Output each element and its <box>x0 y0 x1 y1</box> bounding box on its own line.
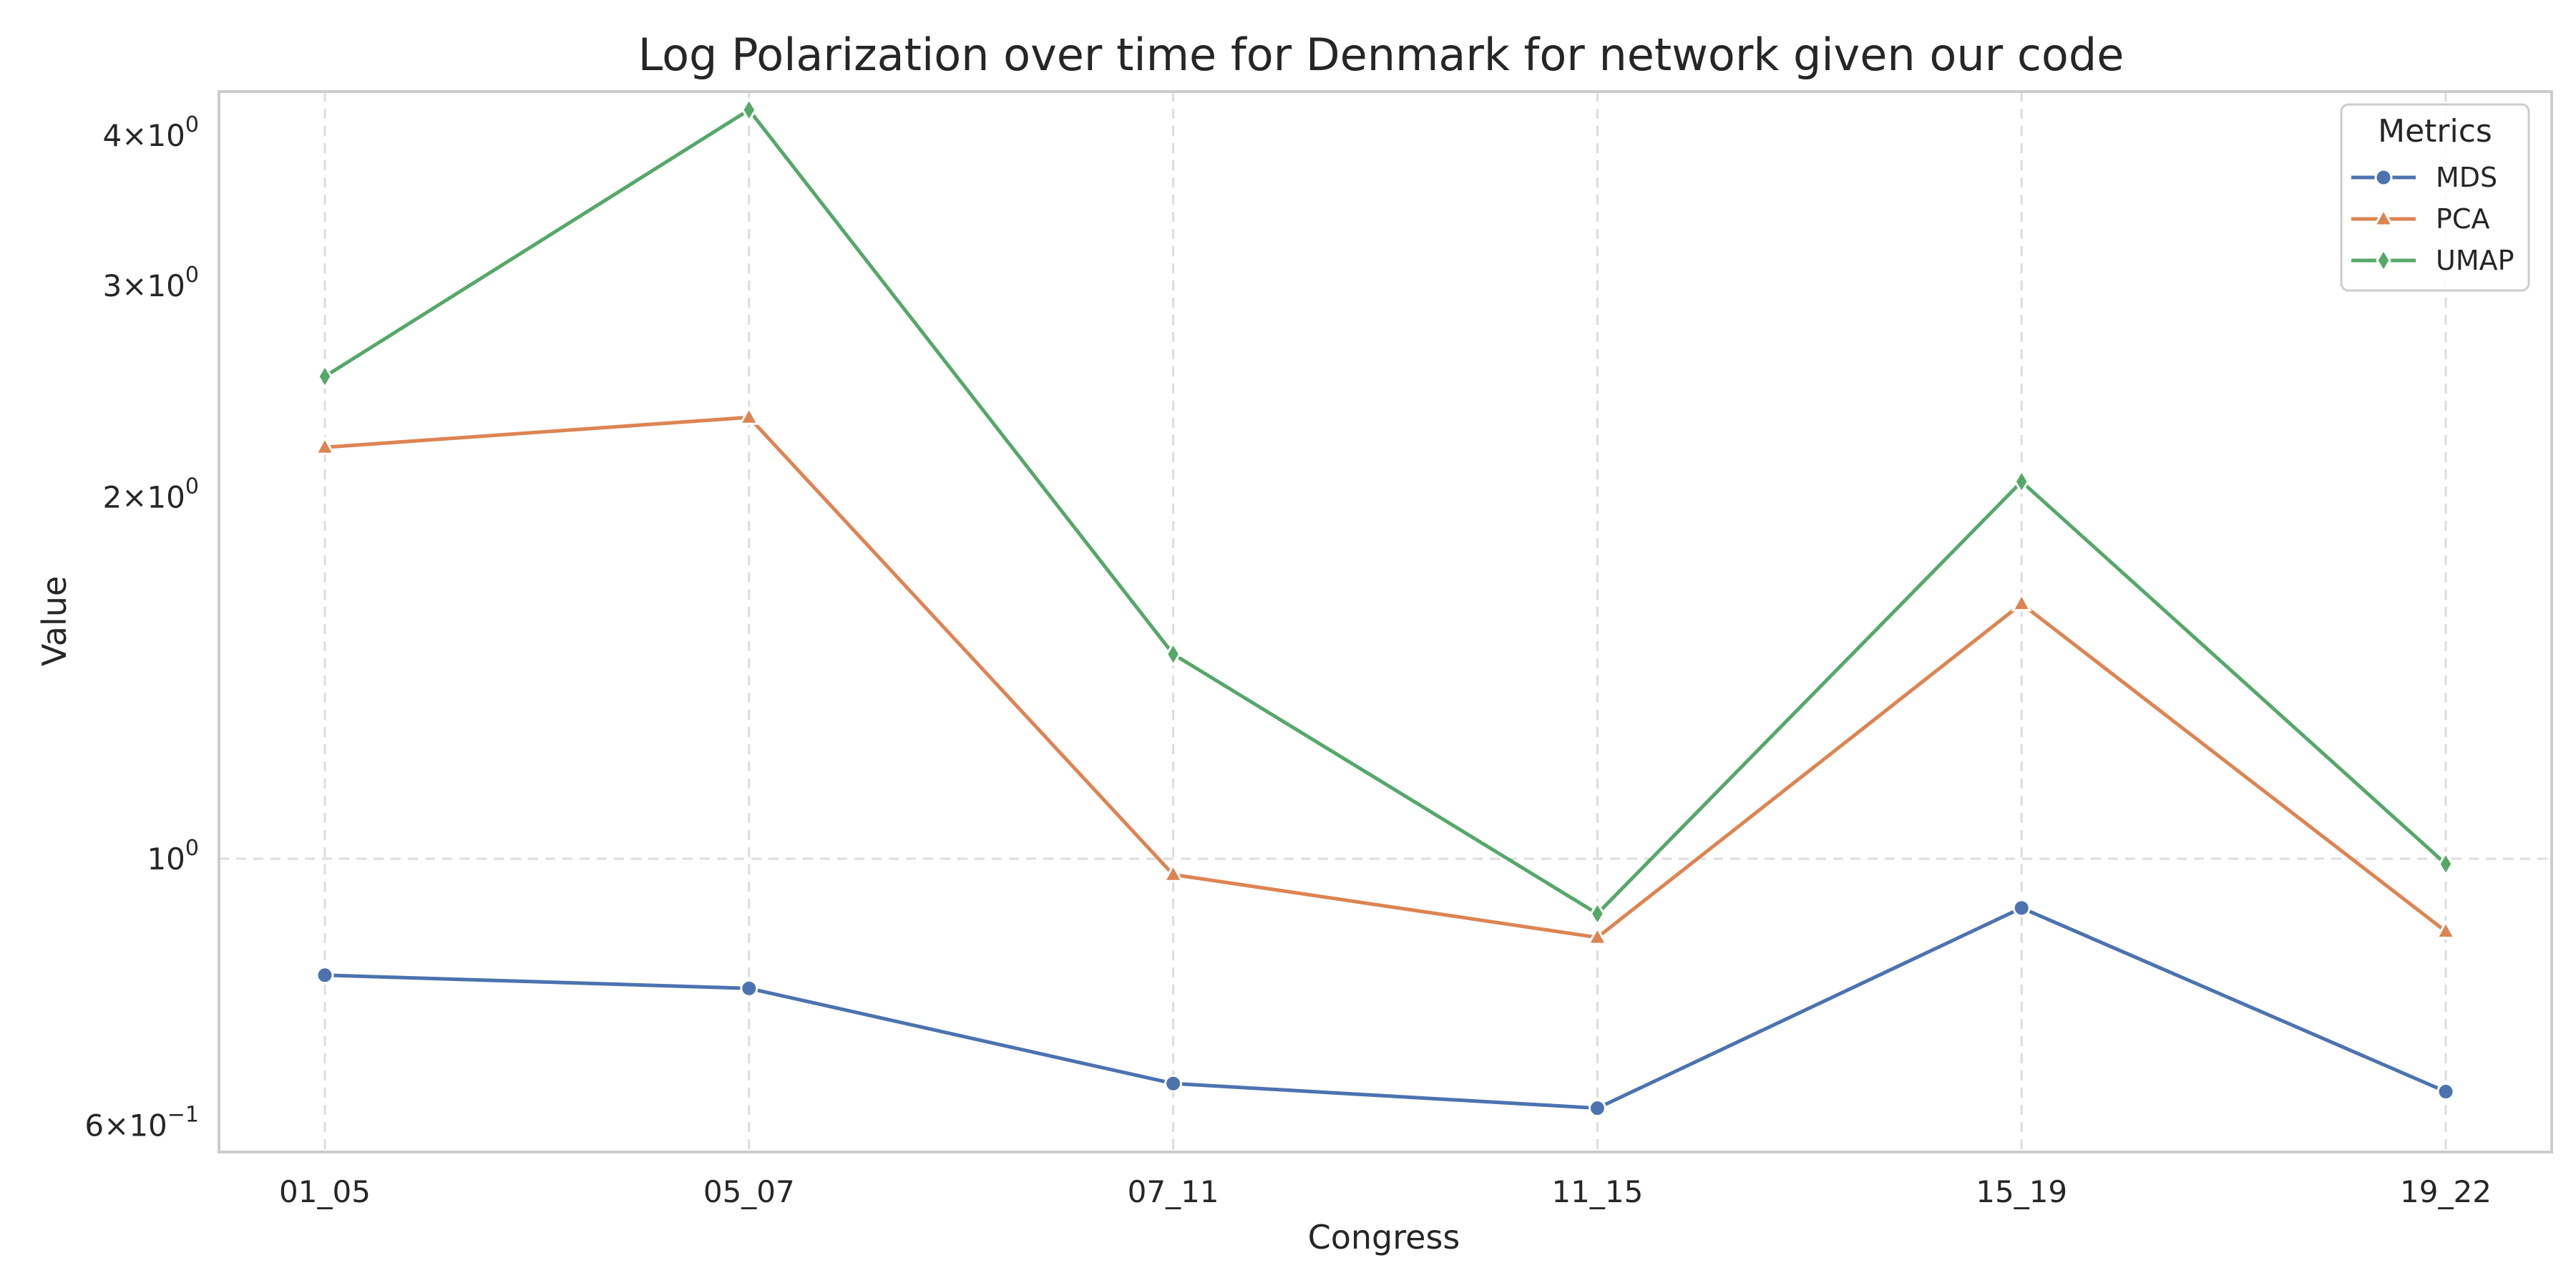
x-tick-label: 05_07 <box>703 1174 795 1209</box>
legend-item-pca: PCA <box>2351 203 2489 235</box>
x-axis-label: Congress <box>1308 1218 1460 1257</box>
series-layer <box>314 97 2457 1118</box>
y-tick-label: 2×100 <box>103 474 199 515</box>
data-point-marker <box>2373 207 2394 227</box>
legend-items: MDS PCA UMAP <box>2351 162 2514 276</box>
legend: Metrics MDS PCA UMAP <box>2340 103 2530 292</box>
chart-title: Log Polarization over time for Denmark f… <box>638 29 2124 81</box>
data-point-marker <box>2011 592 2032 612</box>
data-point-marker <box>2438 851 2454 877</box>
y-tick-label: 4×100 <box>103 112 199 153</box>
data-point-marker <box>1165 641 1181 668</box>
data-point-marker <box>314 435 336 455</box>
series-line <box>324 906 2446 1111</box>
data-point-marker <box>1163 863 1184 882</box>
data-point-marker <box>741 97 757 123</box>
series-pca <box>314 406 2457 945</box>
series-mds <box>316 899 2455 1118</box>
y-axis-label: Value <box>35 576 74 666</box>
data-point-marker <box>1164 1074 1183 1093</box>
data-point-marker <box>1586 925 1608 945</box>
data-point-marker <box>2014 469 2029 494</box>
data-point-marker <box>1588 1099 1606 1118</box>
data-point-marker <box>738 406 760 425</box>
y-tick-labels: 6×10−1 100 2×100 3×100 4×100 <box>84 112 199 1143</box>
data-point-marker <box>2436 1083 2455 1101</box>
x-tick-label: 07_11 <box>1128 1174 1219 1209</box>
legend-title: Metrics <box>2378 113 2492 150</box>
data-point-marker <box>740 979 758 997</box>
y-tick-label: 6×10−1 <box>84 1103 199 1143</box>
data-point-marker <box>317 364 333 390</box>
series-line <box>323 108 2447 916</box>
data-point-marker <box>2435 919 2457 940</box>
data-point-marker <box>2374 168 2393 187</box>
legend-frame <box>2340 103 2530 292</box>
data-point-marker <box>2376 248 2391 273</box>
y-tick-label: 100 <box>147 836 199 877</box>
data-point-marker <box>2012 899 2031 917</box>
x-tick-label: 15_19 <box>1976 1174 2067 1209</box>
legend-label: MDS <box>2436 162 2497 193</box>
legend-label: UMAP <box>2436 245 2514 276</box>
plot-frame <box>218 90 2553 1153</box>
legend-label: PCA <box>2436 203 2489 235</box>
y-tick-label: 3×100 <box>103 263 199 303</box>
data-point-marker <box>1589 901 1606 927</box>
legend-item-umap: UMAP <box>2351 245 2514 276</box>
data-point-marker <box>316 966 334 985</box>
series-line <box>324 415 2447 940</box>
series-umap <box>317 97 2454 927</box>
x-tick-label: 11_15 <box>1551 1174 1643 1209</box>
x-tick-label: 19_22 <box>2400 1174 2492 1209</box>
x-tick-labels: 01_05 05_07 07_11 11_15 15_19 19_22 <box>279 1174 2492 1209</box>
legend-item-mds: MDS <box>2351 162 2497 193</box>
grid-layer <box>219 92 2552 1152</box>
x-tick-label: 01_05 <box>279 1174 371 1209</box>
